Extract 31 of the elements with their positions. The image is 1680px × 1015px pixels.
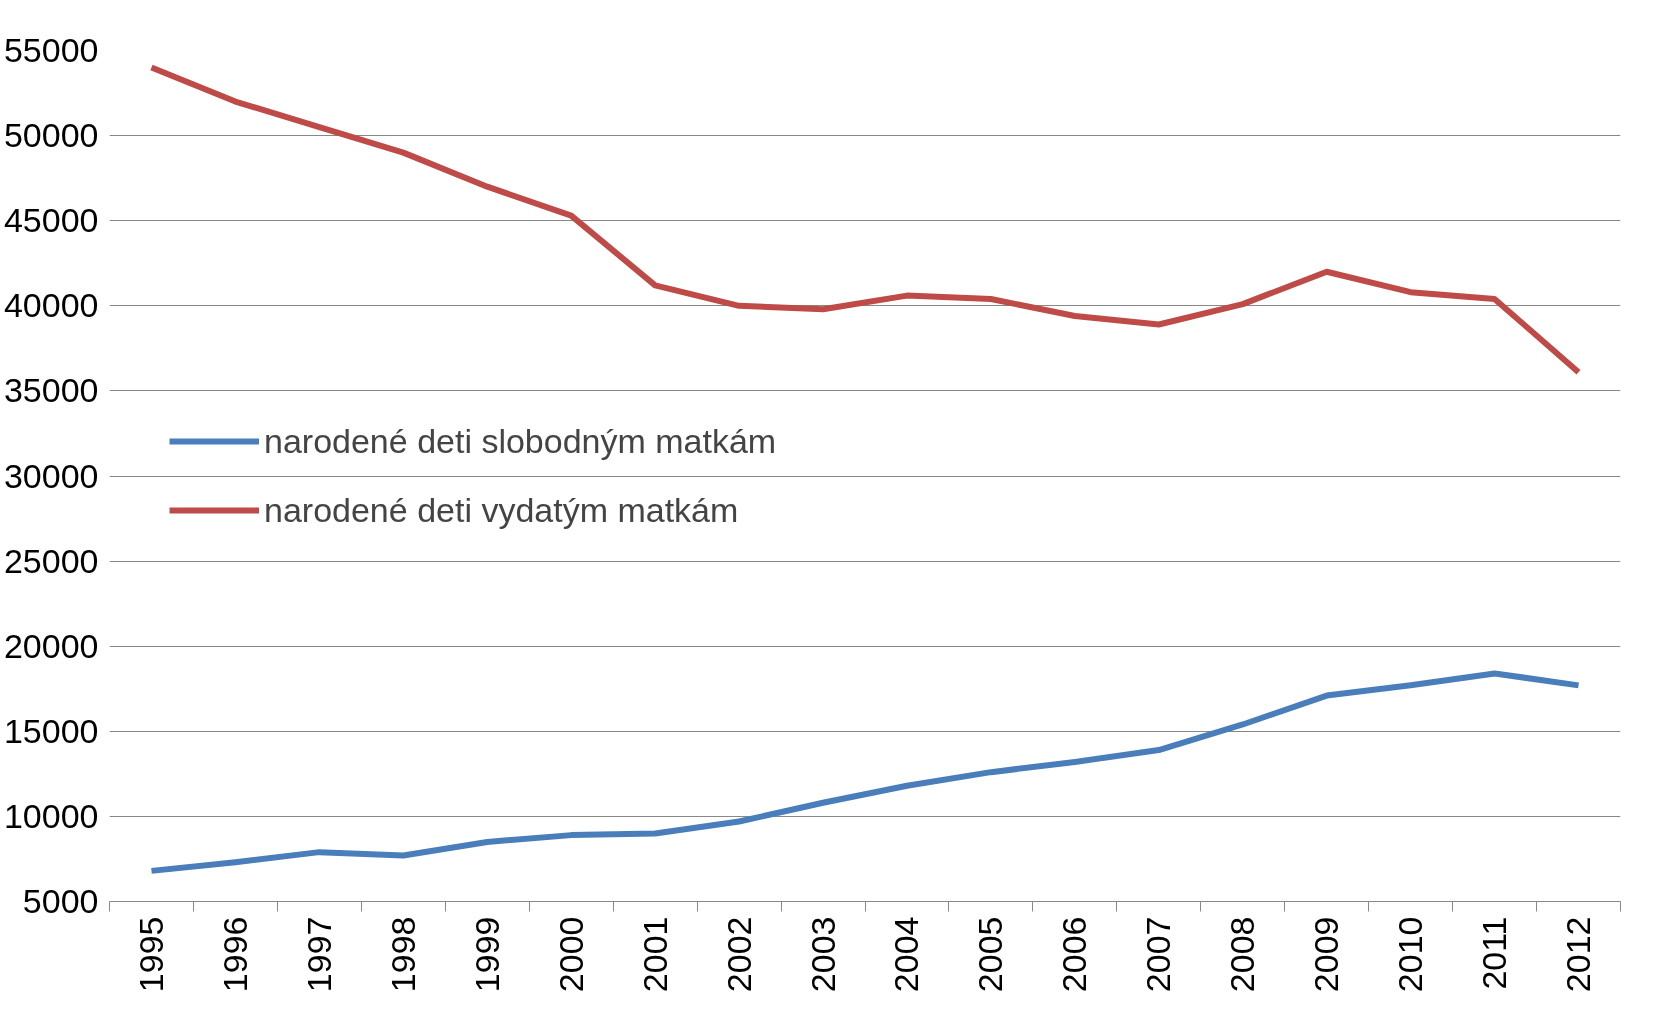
y-tick-label: 50000 xyxy=(3,116,99,155)
x-tick-label: 2011 xyxy=(1475,916,1514,990)
x-tick-label: 2010 xyxy=(1391,916,1430,993)
y-tick-label: 40000 xyxy=(3,286,99,325)
y-tick-label: 25000 xyxy=(3,541,99,580)
x-tick-label: 1998 xyxy=(383,916,422,993)
y-tick-label: 10000 xyxy=(3,796,99,835)
legend-label: narodené deti vydatým matkám xyxy=(264,490,739,530)
x-tick-label: 2000 xyxy=(551,916,590,993)
x-tick-label: 1995 xyxy=(131,916,170,993)
x-tick-label: 2009 xyxy=(1307,916,1346,993)
x-tick-label: 1999 xyxy=(467,916,506,993)
y-tick-label: 45000 xyxy=(3,201,99,240)
x-tick-label: 2003 xyxy=(803,916,842,993)
x-tick-label: 2004 xyxy=(887,916,926,993)
y-tick-label: 20000 xyxy=(3,626,99,665)
x-tick-label: 2005 xyxy=(971,916,1010,993)
y-tick-label: 35000 xyxy=(3,371,99,410)
x-tick-label: 2006 xyxy=(1055,916,1094,993)
x-tick-label: 2008 xyxy=(1223,916,1262,993)
y-tick-label: 5000 xyxy=(22,882,99,920)
y-tick-label: 55000 xyxy=(3,31,99,69)
x-tick-label: 2001 xyxy=(635,916,674,993)
x-tick-label: 1996 xyxy=(215,916,254,993)
y-tick-label: 15000 xyxy=(3,711,99,750)
legend-label: narodené deti slobodným matkám xyxy=(264,421,777,461)
x-tick-label: 2002 xyxy=(719,916,758,993)
x-tick-label: 2012 xyxy=(1559,916,1598,993)
y-tick-label: 30000 xyxy=(3,456,99,495)
x-tick-label: 1997 xyxy=(299,916,338,993)
x-tick-label: 2007 xyxy=(1139,916,1178,993)
